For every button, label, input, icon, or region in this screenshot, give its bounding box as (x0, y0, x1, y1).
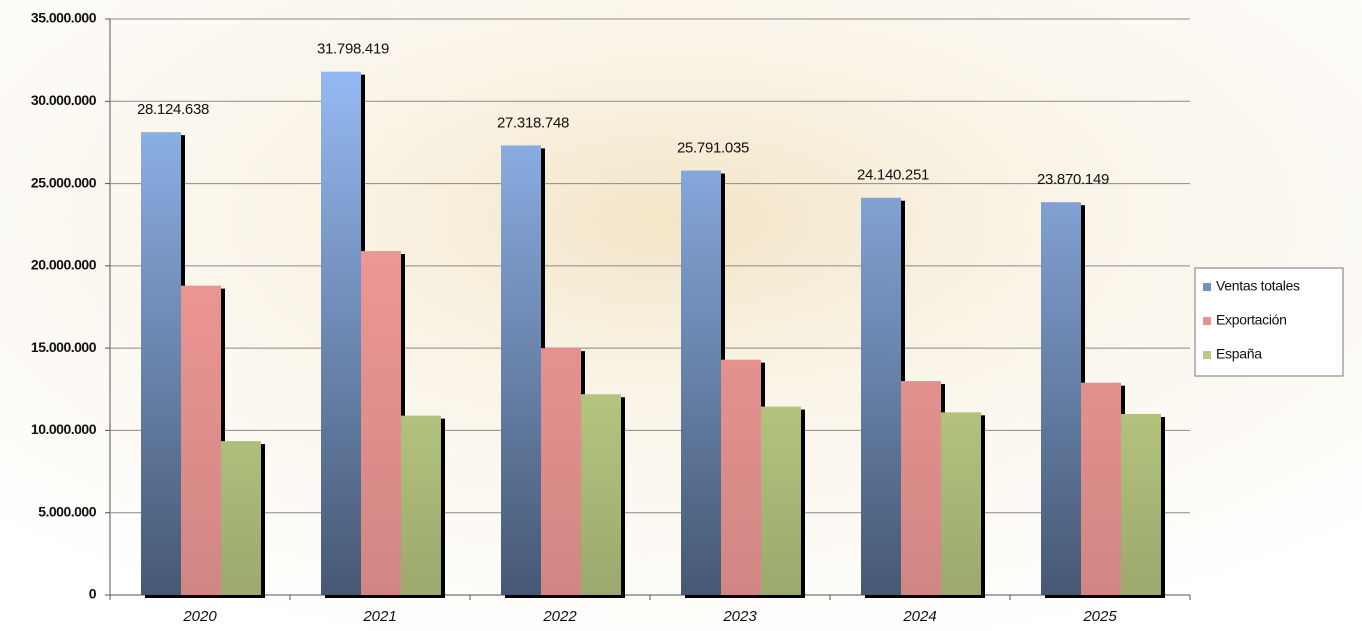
y-tick-label: 35.000.000 (31, 10, 97, 26)
x-tick-label: 2024 (902, 608, 936, 625)
bar (221, 441, 261, 595)
legend-label: Ventas totales (1216, 278, 1300, 294)
grid: 0 5.000.000 10.000.000 15.000.000 20.000.000… (31, 10, 1191, 602)
legend-swatch (1203, 317, 1211, 325)
legend-label: España (1216, 346, 1262, 362)
legend-swatch (1203, 283, 1211, 291)
bar (361, 251, 401, 595)
y-tick-label: 20.000.000 (31, 257, 97, 273)
labels: 2020 28.124.638 2021 31.798.419 2022 27.318.7… (137, 41, 1117, 625)
bar (141, 132, 181, 596)
bar (321, 71, 361, 596)
x-tick-label: 2022 (542, 608, 577, 625)
value-label: 24.140.251 (857, 167, 929, 184)
y-tick-label: 15.000.000 (31, 339, 97, 355)
legend: Ventas totales Exportación España (1203, 278, 1300, 362)
y-tick-label: 0 (89, 586, 97, 602)
value-label: 28.124.638 (137, 101, 209, 118)
x-tick-label: 2021 (362, 608, 396, 625)
value-label: 23.870.149 (1037, 171, 1109, 188)
y-tick-label: 25.000.000 (31, 174, 97, 190)
bar (501, 145, 541, 595)
bar (761, 406, 801, 595)
bar (861, 197, 901, 595)
y-tick-label: 10.000.000 (31, 421, 97, 437)
legend-box (1194, 267, 1344, 377)
value-label: 31.798.419 (317, 41, 389, 58)
y-tick-label: 5.000.000 (38, 503, 96, 519)
x-tick-label: 2020 (182, 608, 217, 625)
legend-swatch (1203, 351, 1211, 359)
legend-label: Exportación (1216, 312, 1287, 328)
bars (141, 71, 1161, 596)
bar (541, 348, 581, 595)
y-tick-label: 30.000.000 (31, 92, 97, 108)
bar (901, 381, 941, 595)
x-tick-label: 2023 (722, 608, 757, 625)
bar (941, 412, 981, 595)
bar (581, 394, 621, 595)
bar (1041, 202, 1081, 596)
bar (401, 415, 441, 595)
value-label: 27.318.748 (497, 114, 569, 131)
bar (1121, 413, 1161, 595)
bar (181, 285, 221, 595)
bar (1081, 382, 1121, 595)
bar (721, 359, 761, 595)
value-label: 25.791.035 (677, 140, 749, 157)
x-tick-label: 2025 (1082, 608, 1117, 625)
bar (681, 170, 721, 595)
